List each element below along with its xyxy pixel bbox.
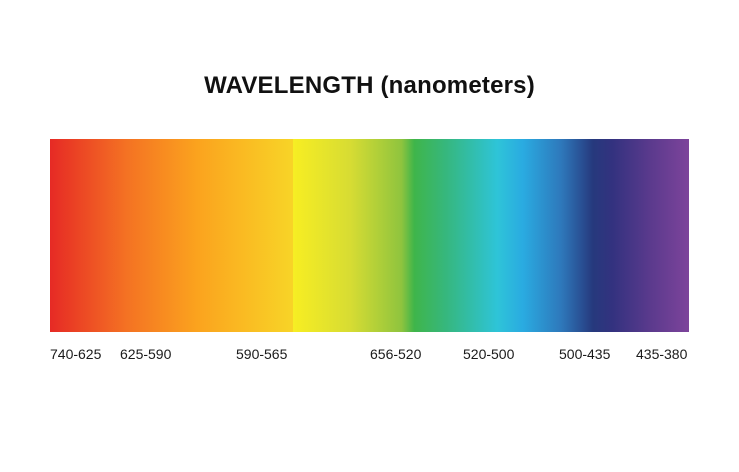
- range-label-violet: 435-380: [636, 346, 688, 362]
- range-label-yellow: 590-565: [236, 346, 288, 362]
- range-label-blue: 500-435: [559, 346, 611, 362]
- color-spectrum-bar: [50, 139, 689, 332]
- range-label-green: 656-520: [370, 346, 422, 362]
- range-label-orange: 625-590: [120, 346, 172, 362]
- range-label-red: 740-625: [50, 346, 102, 362]
- range-label-cyan: 520-500: [463, 346, 515, 362]
- figure-title: WAVELENGTH (nanometers): [204, 72, 535, 99]
